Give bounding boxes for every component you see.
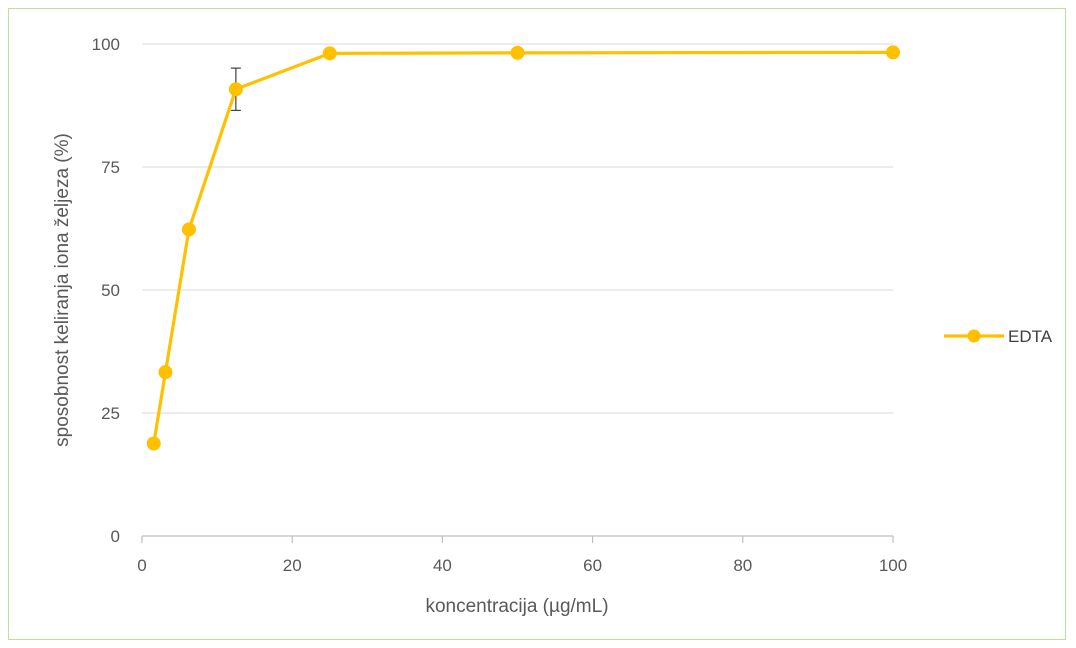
y-tick-label-75: 75 [101,158,120,177]
y-tick-label-0: 0 [111,527,120,546]
x-tick-label-60: 60 [583,556,602,575]
y-tick-label-100: 100 [92,35,120,54]
series-line-0 [152,50,894,444]
data-point-6 [886,45,900,60]
data-point-3 [228,82,243,97]
axes [141,535,894,543]
x-axis-title: koncentracija (µg/mL) [425,596,608,617]
y-tick-label-50: 50 [101,281,120,300]
series-edta [146,45,900,451]
data-point-0 [146,436,161,451]
data-point-1 [158,365,173,380]
x-tick-label-80: 80 [733,556,752,575]
legend-label-0: EDTA [1008,327,1053,346]
x-tick-labels: 0 20 40 60 80 100 [137,556,907,575]
gridlines [142,43,893,414]
x-tick-label-20: 20 [283,556,302,575]
x-tick-label-0: 0 [137,556,146,575]
chart-frame [8,8,1066,640]
legend-marker-0 [967,329,981,343]
data-point-5 [510,45,525,60]
legend: EDTA [944,327,1053,346]
x-tick-label-40: 40 [433,556,452,575]
data-point-2 [181,222,196,237]
y-axis-title: sposobnost keliranja iona željeza (%) [52,133,73,447]
y-tick-labels: 0 25 50 75 100 [92,35,120,546]
x-tick-label-100: 100 [879,556,907,575]
y-tick-label-25: 25 [101,404,120,423]
data-point-4 [322,46,337,61]
